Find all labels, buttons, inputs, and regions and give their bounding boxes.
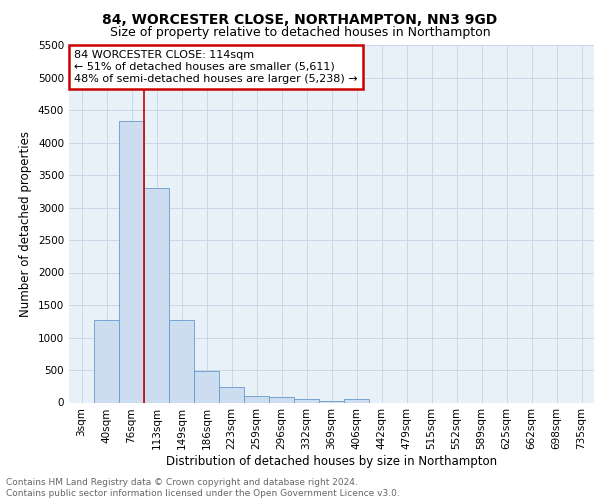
Bar (269, 397, 293, 402)
X-axis label: Distribution of detached houses by size in Northampton: Distribution of detached houses by size … (166, 455, 497, 468)
Y-axis label: Number of detached properties: Number of detached properties (19, 130, 32, 317)
Text: Contains HM Land Registry data © Crown copyright and database right 2024.
Contai: Contains HM Land Registry data © Crown c… (6, 478, 400, 498)
Text: Size of property relative to detached houses in Northampton: Size of property relative to detached ho… (110, 26, 490, 39)
Bar (194, 372, 218, 402)
Bar (145, 188, 169, 402)
Text: 84, WORCESTER CLOSE, NORTHAMPTON, NN3 9GD: 84, WORCESTER CLOSE, NORTHAMPTON, NN3 9G… (103, 12, 497, 26)
Bar (244, 396, 269, 402)
Bar (220, 387, 244, 402)
Bar (319, 400, 344, 402)
Bar (344, 399, 368, 402)
Bar (295, 399, 319, 402)
Bar (94, 320, 119, 402)
Bar (169, 320, 194, 402)
Bar (119, 121, 143, 402)
Text: 84 WORCESTER CLOSE: 114sqm
← 51% of detached houses are smaller (5,611)
48% of s: 84 WORCESTER CLOSE: 114sqm ← 51% of deta… (74, 50, 358, 84)
